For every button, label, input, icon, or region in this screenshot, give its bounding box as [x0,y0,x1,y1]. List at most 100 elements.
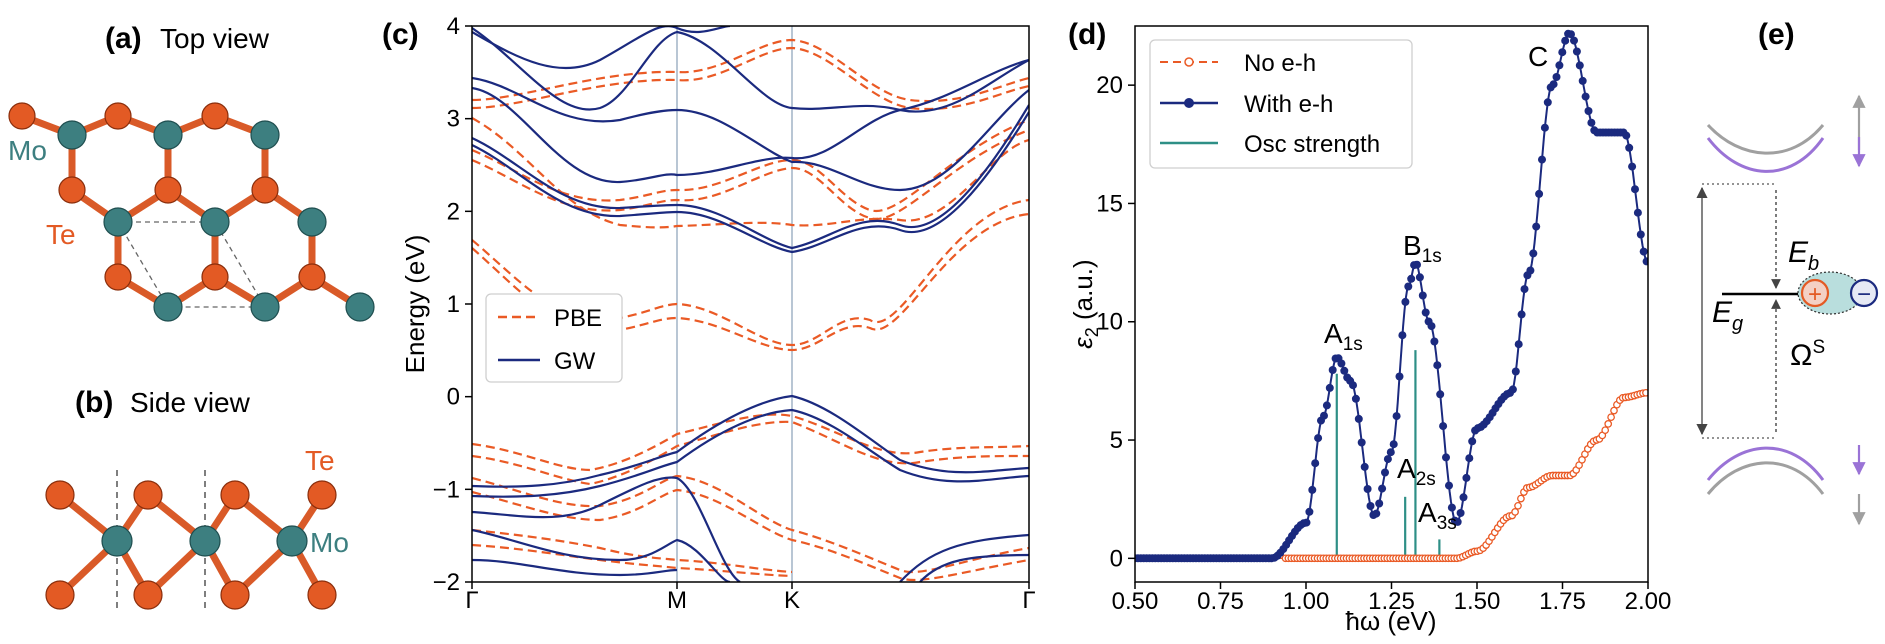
panel-b-label: (b) [75,386,113,419]
with-eh-point [1526,266,1535,275]
osc-strength-bars [1335,350,1441,559]
conduction-band-upper [1706,123,1825,155]
te-atom [201,263,229,291]
with-eh-point [1587,118,1596,127]
panel-c-label: (c) [382,18,419,51]
spectrum-xlabel: ħω (eV) [1345,606,1436,636]
te-atom [133,580,163,610]
with-eh-point [1360,462,1369,471]
with-eh-point [1389,440,1398,449]
with-eh-point [1642,257,1648,266]
with-eh-point [1468,437,1477,446]
peak-label-a1s: A1s [1324,318,1363,355]
valence-band-upper [1706,446,1825,481]
with-eh-point [1401,297,1410,306]
with-eh-point [1392,412,1401,421]
band-axes-frame [471,25,1030,583]
mo-atom [250,292,280,322]
with-eh-point [1418,291,1427,300]
with-eh-point [1633,208,1642,217]
no-eh-point [1604,420,1613,428]
no-eh-legend-marker [1184,57,1194,67]
band-y-tick-label: 4 [447,13,460,40]
with-eh-point [1442,453,1450,462]
no-eh-point [1601,426,1610,435]
with-eh-legend-label: With e-h [1244,91,1333,118]
with-eh-markers [1135,29,1648,563]
with-eh-point [1584,107,1593,115]
with-eh-point [1357,438,1366,447]
with-eh-point [1337,359,1346,368]
no-eh-point [1642,388,1648,397]
with-eh-legend-marker [1184,98,1194,108]
te-atom [298,263,326,291]
with-eh-point [1325,383,1334,392]
with-eh-point [1386,448,1395,457]
with-eh-point [1349,381,1357,390]
with-eh-point [1421,308,1430,317]
conduction-band-lower [1706,137,1825,173]
spectrum-x-tick-label: 0.75 [1197,588,1244,615]
mo-label-top: Mo [8,135,47,166]
with-eh-point [1514,340,1523,349]
panel-a-label: (a) [105,22,142,55]
spectrum-y-tick-label: 0 [1110,545,1123,572]
spectrum-ylabel: ε2 (a.u.) [1068,259,1102,348]
band-x-tick-label: Γ [465,587,478,614]
with-eh-point [1436,390,1445,399]
no-eh-markers [1281,388,1648,563]
band-ylabel: Energy (eV) [400,235,430,374]
te-atom [220,480,250,510]
with-eh-point [1311,459,1320,468]
with-eh-point [1549,80,1558,89]
with-eh-point [1381,468,1389,477]
te-atom [45,480,75,510]
with-eh-point [1543,98,1552,107]
band-y-tick-label: −1 [433,476,460,503]
spectrum-plot-area [1135,29,1648,563]
with-eh-point [1372,509,1381,518]
hole-sign: + [1808,281,1822,308]
band-x-tick-label: Γ [1022,587,1035,614]
with-eh-point [1404,282,1413,291]
eb-label: Eb [1788,236,1819,275]
with-eh-point [1636,230,1645,239]
with-eh-point [1447,503,1456,512]
with-eh-point [1535,189,1544,198]
mo-atom [297,207,327,237]
spectrum-x-tick-label: 2.00 [1625,588,1672,615]
mo-atom [153,120,183,150]
mo-atom [189,525,221,557]
with-eh-point [1570,36,1578,45]
with-eh-point [1511,367,1520,376]
te-atom [201,102,229,130]
with-eh-point [1415,273,1424,282]
no-eh-point [1607,413,1615,422]
te-label-top: Te [46,219,76,250]
spectrum-y-tick-label: 10 [1096,309,1123,336]
spectrum-y-ticks: 0 5 10 15 20 [1096,72,1135,572]
band-y-tick-label: 1 [447,291,460,318]
te-atom [307,580,337,610]
panel-a-title: Top view [160,23,270,54]
with-eh-point [1532,222,1541,231]
spectrum-x-tick-label: 1.75 [1539,588,1586,615]
mo-atom [103,207,133,237]
eg-label: Eg [1712,296,1743,335]
hole-icon [1800,278,1830,308]
gw-bands [472,26,1029,254]
with-eh-point [1639,247,1648,256]
te-atom [133,480,163,510]
with-eh-point [1520,285,1529,294]
valence-band-lower [1706,461,1825,495]
peak-label-a3s: A3s [1418,497,1457,534]
electron-icon [1849,278,1879,308]
with-eh-point [1456,509,1465,517]
with-eh-point [1552,73,1561,81]
with-eh-point [1538,155,1546,164]
with-eh-point [1628,162,1637,171]
osc-legend-label: Osc strength [1244,131,1380,158]
spectrum-x-tick-label: 1.00 [1283,588,1330,615]
band-y-tick-label: 3 [447,106,460,133]
mo-atom [345,292,375,322]
